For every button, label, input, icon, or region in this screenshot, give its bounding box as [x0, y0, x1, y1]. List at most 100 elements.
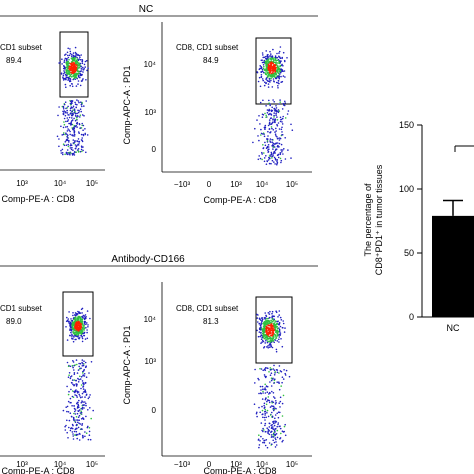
event-dot — [83, 331, 86, 334]
event-dot — [265, 114, 268, 117]
event-dot — [260, 368, 263, 370]
event-dot — [71, 364, 74, 367]
event-dot — [68, 426, 70, 429]
event-dot — [84, 321, 87, 323]
event-dot — [85, 404, 87, 407]
event-dot — [65, 406, 67, 409]
event-dot — [267, 396, 270, 398]
event-dot — [260, 74, 263, 76]
event-dot — [264, 141, 266, 144]
event-dot — [76, 144, 78, 147]
event-dot — [86, 69, 88, 72]
event-dot — [270, 162, 272, 165]
event-dot — [82, 388, 85, 390]
event-dot — [75, 53, 77, 55]
event-dot — [272, 71, 274, 74]
event-dot — [78, 66, 81, 69]
event-dot — [274, 403, 277, 405]
event-dot — [66, 410, 68, 413]
event-dot — [274, 417, 276, 420]
event-dot — [66, 405, 69, 408]
event-dot — [279, 316, 282, 319]
event-dot — [65, 424, 67, 427]
event-dot — [68, 419, 71, 422]
event-dot — [266, 317, 268, 320]
event-dot — [267, 149, 269, 151]
event-dot — [75, 151, 77, 153]
event-dot — [259, 335, 262, 338]
event-dot — [281, 80, 284, 83]
event-dot — [90, 417, 92, 420]
event-dot — [62, 409, 65, 412]
event-dot — [71, 405, 73, 407]
event-dot — [259, 157, 262, 160]
event-dot — [261, 318, 264, 321]
event-dot — [283, 331, 286, 333]
event-dot — [78, 142, 80, 144]
event-dot — [85, 323, 87, 326]
group-label-nc: NC — [139, 4, 153, 15]
event-dot — [77, 59, 80, 61]
event-dot — [277, 122, 280, 124]
event-dot — [64, 133, 66, 136]
event-dot — [278, 388, 281, 391]
event-dot — [74, 46, 77, 49]
event-dot — [76, 126, 78, 128]
event-dot — [273, 112, 276, 114]
event-dot — [276, 56, 279, 59]
event-dot — [74, 140, 76, 142]
event-dot — [66, 57, 68, 60]
event-dot — [78, 132, 80, 134]
event-dot — [266, 55, 269, 57]
event-dot — [262, 67, 265, 70]
event-dot — [85, 415, 87, 418]
event-dot — [281, 70, 284, 72]
event-dot — [272, 144, 275, 147]
event-dot — [266, 341, 269, 344]
event-dot — [66, 51, 69, 54]
event-dot — [271, 58, 274, 60]
event-dot — [70, 67, 73, 69]
event-dot — [271, 424, 274, 426]
event-dot — [66, 385, 68, 388]
event-dot — [70, 427, 73, 429]
event-dot — [77, 150, 80, 152]
event-dot — [263, 441, 266, 444]
panel-1-scatter — [56, 46, 89, 156]
event-dot — [73, 133, 76, 136]
event-dot — [85, 402, 87, 405]
panel-3-gate-value: 89.0 — [6, 317, 22, 326]
event-dot — [81, 340, 84, 343]
event-dot — [278, 321, 281, 324]
event-dot — [266, 399, 269, 401]
event-dot — [84, 66, 86, 68]
event-dot — [76, 103, 78, 106]
event-dot — [261, 61, 264, 64]
event-dot — [278, 402, 281, 405]
event-dot — [284, 434, 287, 437]
event-dot — [68, 54, 71, 57]
event-dot — [263, 56, 266, 59]
event-dot — [279, 332, 282, 334]
event-dot — [262, 328, 264, 331]
event-dot — [62, 67, 65, 70]
event-dot — [280, 118, 283, 121]
event-dot — [260, 328, 263, 330]
event-dot — [273, 116, 275, 118]
event-dot — [272, 62, 275, 65]
event-dot — [74, 76, 76, 78]
event-dot — [290, 157, 292, 159]
event-dot — [77, 322, 80, 325]
event-dot — [272, 320, 275, 322]
event-dot — [70, 121, 72, 123]
event-dot — [266, 68, 268, 70]
event-dot — [72, 324, 75, 326]
event-dot — [280, 149, 283, 151]
event-dot — [262, 413, 264, 415]
event-dot — [278, 128, 281, 130]
event-dot — [73, 130, 76, 132]
event-dot — [74, 111, 76, 113]
bar-chart-y-tick-2: 100 — [399, 184, 414, 194]
event-dot — [80, 387, 82, 390]
